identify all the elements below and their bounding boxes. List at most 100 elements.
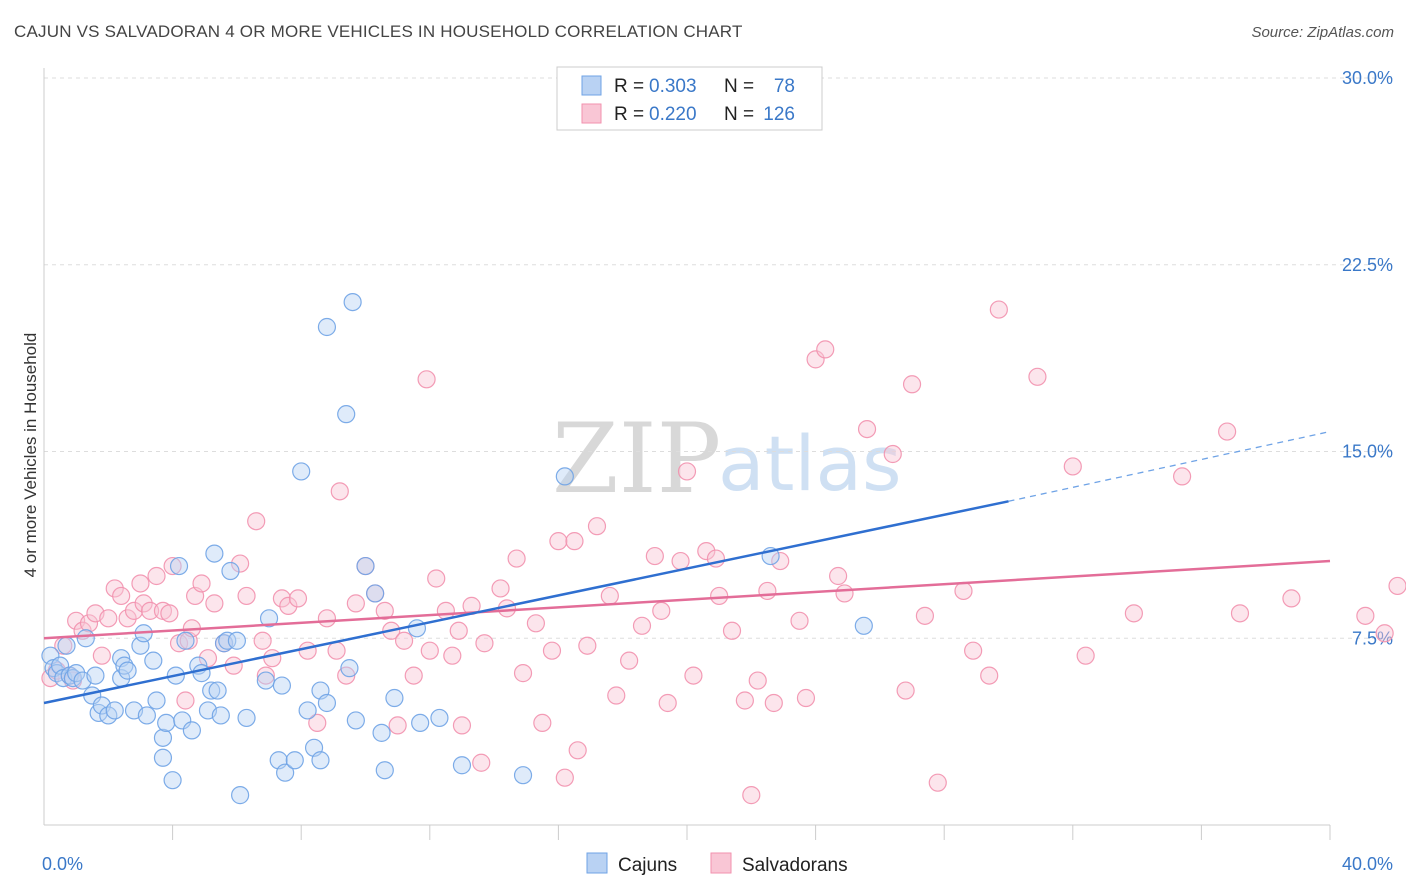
salvadorans-point — [263, 649, 282, 668]
salvadorans-point — [79, 614, 99, 633]
salvadorans-point — [92, 646, 111, 665]
cajuns-point — [118, 661, 137, 680]
salvadorans-point — [237, 586, 256, 606]
salvadorans-point — [829, 566, 848, 586]
salvadorans-point — [632, 616, 652, 635]
cajuns-point — [343, 293, 362, 312]
cajuns-point — [340, 659, 359, 678]
legend-box: R = 0.303 N = 78 R = 0.220 N = 126 — [556, 66, 823, 131]
salvadorans-point — [710, 586, 729, 606]
cajuns-trend-extension — [1008, 430, 1331, 502]
x-tick-label-max: 40.0% — [1342, 854, 1393, 874]
cajuns-point — [115, 656, 134, 675]
y-tick-label: 15.0% — [1342, 442, 1393, 462]
cajuns-point — [231, 786, 250, 805]
cajuns-point — [202, 681, 221, 700]
bottom-legend-swatch-salvadorans — [710, 852, 732, 874]
cajuns-point — [163, 771, 182, 790]
salvadorans-point — [134, 594, 153, 613]
salvadorans-point — [533, 713, 552, 733]
salvadorans-point — [526, 614, 545, 633]
cajuns-point — [208, 681, 227, 700]
cajuns-point — [105, 701, 124, 720]
salvadorans-point — [452, 716, 472, 735]
salvadorans-point — [568, 741, 587, 760]
salvadorans-point — [677, 462, 697, 481]
salvadorans-point — [443, 646, 462, 665]
cajuns-point — [452, 756, 472, 775]
salvadorans-point — [684, 666, 703, 685]
salvadorans-point — [1173, 467, 1192, 486]
cajuns-point — [237, 708, 256, 728]
salvadorans-point — [565, 532, 584, 551]
salvadorans-point — [375, 601, 394, 620]
salvadorans-point — [147, 566, 166, 586]
cajuns-point — [218, 631, 237, 650]
bottom-legend-label-salvadorans: Salvadorans — [742, 855, 848, 876]
y-tick-label: 30.0% — [1342, 68, 1393, 88]
salvadorans-point — [420, 641, 439, 660]
cajuns-point — [292, 462, 311, 481]
cajuns-point — [137, 706, 156, 725]
salvadorans-point — [735, 691, 754, 710]
salvadorans-point — [796, 688, 816, 708]
salvadorans-point — [652, 601, 671, 620]
salvadorans-point — [507, 549, 526, 568]
salvadorans-point — [160, 604, 179, 623]
cajuns-point — [317, 317, 337, 337]
legend-swatch-cajuns — [581, 75, 602, 96]
salvadorans-point — [902, 375, 922, 394]
salvadorans-point — [256, 666, 275, 685]
cajuns-point — [211, 706, 230, 725]
salvadorans-point — [404, 666, 423, 685]
salvadorans-point — [205, 594, 224, 613]
salvadorans-point — [105, 579, 124, 598]
salvadorans-point — [928, 773, 947, 792]
salvadorans-point — [1388, 576, 1406, 596]
legend-n-label-1: N = — [724, 76, 754, 97]
salvadorans-point — [742, 786, 761, 805]
salvadorans-point — [449, 621, 468, 640]
legend-r-label-2: R = — [614, 104, 644, 125]
salvadorans-point — [857, 419, 877, 439]
cajuns-point — [205, 544, 224, 563]
cajuns-points — [41, 293, 873, 805]
cajuns-point — [411, 713, 430, 733]
salvadorans-point — [253, 631, 272, 650]
salvadorans-point — [722, 621, 742, 640]
salvadorans-point — [427, 569, 446, 588]
cajuns-point — [430, 708, 449, 728]
salvadorans-point — [279, 596, 298, 615]
y-tick-label: 22.5% — [1342, 255, 1393, 275]
salvadorans-point — [1028, 367, 1047, 386]
cajuns-point — [385, 688, 404, 708]
y-axis-tick-labels: 7.5% 15.0% 22.5% 30.0% — [1342, 68, 1393, 648]
salvadorans-point — [112, 586, 131, 606]
legend-r-value-2: 0.220 — [649, 104, 697, 125]
salvadorans-point — [549, 532, 568, 551]
cajuns-point — [144, 651, 163, 670]
salvadorans-point — [308, 713, 327, 733]
salvadorans-point — [620, 651, 639, 670]
salvadorans-point — [1282, 589, 1301, 608]
salvadorans-point — [231, 554, 250, 573]
salvadorans-point — [835, 584, 854, 603]
cajuns-point — [311, 751, 330, 770]
bottom-legend: Cajuns Salvadorans — [586, 852, 848, 876]
salvadorans-point — [491, 579, 510, 598]
salvadorans-point — [816, 340, 835, 359]
salvadorans-point — [346, 594, 365, 613]
cajuns-point — [555, 467, 574, 486]
salvadorans-point — [748, 671, 767, 690]
watermark-atlas: atlas — [718, 419, 902, 508]
salvadorans-point — [99, 609, 118, 628]
cajuns-point — [356, 556, 375, 576]
salvadorans-point — [790, 611, 809, 630]
salvadorans-point — [806, 350, 825, 369]
salvadorans-point — [298, 641, 317, 660]
salvadorans-point — [1063, 457, 1082, 476]
salvadorans-point — [330, 482, 349, 501]
salvadorans-point — [645, 546, 664, 566]
chart-title: CAJUN VS SALVADORAN 4 OR MORE VEHICLES I… — [14, 22, 743, 41]
